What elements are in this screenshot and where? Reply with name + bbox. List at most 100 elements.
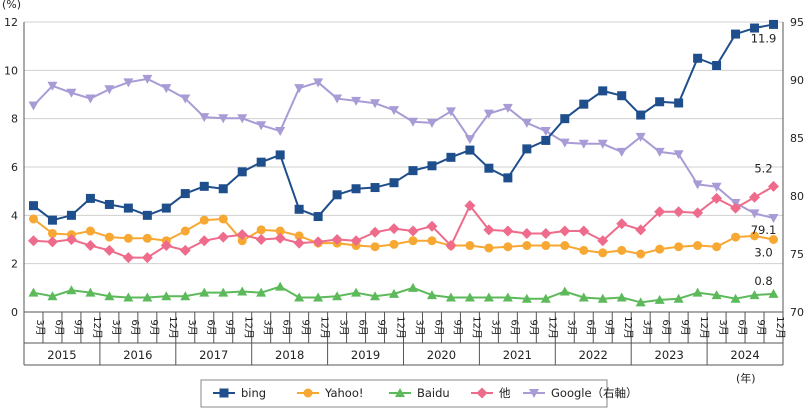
data-point	[711, 290, 722, 300]
x-year-tick-label: 2019	[351, 348, 380, 362]
data-point	[123, 78, 134, 88]
x-month-tick-label: 12月	[167, 316, 179, 339]
data-point	[464, 200, 476, 212]
data-point	[27, 235, 39, 247]
data-point	[712, 61, 722, 70]
y-left-tick-label: 4	[11, 209, 18, 222]
data-point	[522, 144, 532, 154]
data-point	[85, 287, 96, 297]
data-point	[540, 293, 551, 303]
series-line	[33, 185, 775, 259]
data-point	[256, 121, 267, 131]
series-markers	[27, 19, 780, 307]
data-point	[84, 240, 96, 252]
data-point	[312, 236, 324, 248]
data-point	[635, 224, 647, 236]
data-point	[370, 242, 380, 252]
data-point	[199, 113, 210, 123]
data-point	[427, 236, 437, 246]
data-point	[255, 234, 267, 245]
series-line	[32, 77, 774, 220]
data-point	[560, 241, 570, 251]
data-point	[141, 252, 153, 264]
data-point	[199, 215, 209, 225]
data-point	[256, 225, 266, 235]
data-point	[28, 201, 38, 211]
data-point	[274, 232, 286, 244]
data-point	[237, 167, 247, 177]
y-right-tick-label: 80	[790, 190, 804, 203]
data-point	[47, 215, 57, 225]
data-point	[579, 245, 589, 255]
data-point	[750, 23, 760, 33]
data-point	[484, 243, 494, 253]
data-point	[426, 118, 437, 128]
data-point	[237, 286, 248, 296]
data-point	[712, 242, 722, 252]
data-point	[636, 110, 646, 120]
data-point	[66, 210, 76, 220]
data-point	[218, 214, 228, 224]
data-point	[692, 180, 703, 190]
data-point	[104, 232, 114, 242]
data-point	[142, 74, 153, 84]
data-point	[692, 287, 703, 297]
data-point	[521, 227, 533, 239]
data-point	[749, 290, 760, 300]
x-month-tick-label: 12月	[698, 316, 710, 339]
data-point	[28, 214, 38, 224]
data-point	[303, 388, 313, 398]
data-point	[275, 281, 286, 291]
data-point	[218, 184, 228, 194]
x-year-tick-label: 2021	[503, 348, 532, 362]
legend-label: Google（右軸）	[551, 386, 638, 400]
data-point	[218, 114, 229, 124]
x-month-tick-label: 6月	[736, 319, 748, 335]
x-month-tick-label: 9月	[376, 319, 388, 335]
x-month-tick-label: 3月	[413, 319, 425, 335]
x-year-tick-label: 2020	[427, 348, 456, 362]
data-point	[123, 292, 134, 302]
data-point	[275, 226, 285, 236]
y-left-tick-label: 10	[4, 64, 18, 77]
data-point	[294, 292, 305, 302]
x-month-tick-label: 9月	[603, 319, 615, 335]
x-month-tick-label: 12月	[546, 316, 558, 339]
data-point	[293, 237, 305, 249]
data-point	[464, 292, 475, 302]
data-point	[654, 294, 665, 304]
data-point	[407, 117, 418, 127]
data-point	[313, 212, 323, 222]
x-month-tick-label: 9月	[148, 319, 160, 335]
data-label: 5.2	[754, 161, 772, 175]
data-point	[616, 292, 627, 302]
data-point	[275, 150, 285, 160]
data-point	[768, 180, 780, 192]
legend-label: bing	[241, 386, 266, 400]
data-point	[464, 135, 475, 145]
data-point	[578, 225, 590, 237]
x-month-tick-label: 9月	[755, 319, 767, 335]
data-point	[85, 94, 96, 104]
data-point	[578, 292, 589, 302]
data-point	[142, 233, 152, 243]
y-right-tick-label: 70	[790, 306, 804, 319]
data-point	[673, 150, 684, 160]
data-point	[179, 244, 191, 256]
x-month-tick-label: 9月	[300, 319, 312, 335]
x-year-tick-label: 2015	[47, 348, 76, 362]
data-point	[370, 99, 381, 109]
x-month-tick-label: 6月	[432, 319, 444, 335]
data-point	[635, 132, 646, 142]
data-point	[446, 152, 456, 162]
x-month-tick-label: 12月	[91, 316, 103, 339]
series-line	[32, 217, 774, 255]
data-point	[598, 248, 608, 258]
data-point	[655, 97, 665, 107]
data-point	[541, 135, 551, 145]
data-point	[654, 147, 665, 157]
data-point	[217, 231, 229, 243]
data-point	[445, 240, 457, 252]
data-point	[142, 210, 152, 220]
data-point	[560, 114, 570, 124]
